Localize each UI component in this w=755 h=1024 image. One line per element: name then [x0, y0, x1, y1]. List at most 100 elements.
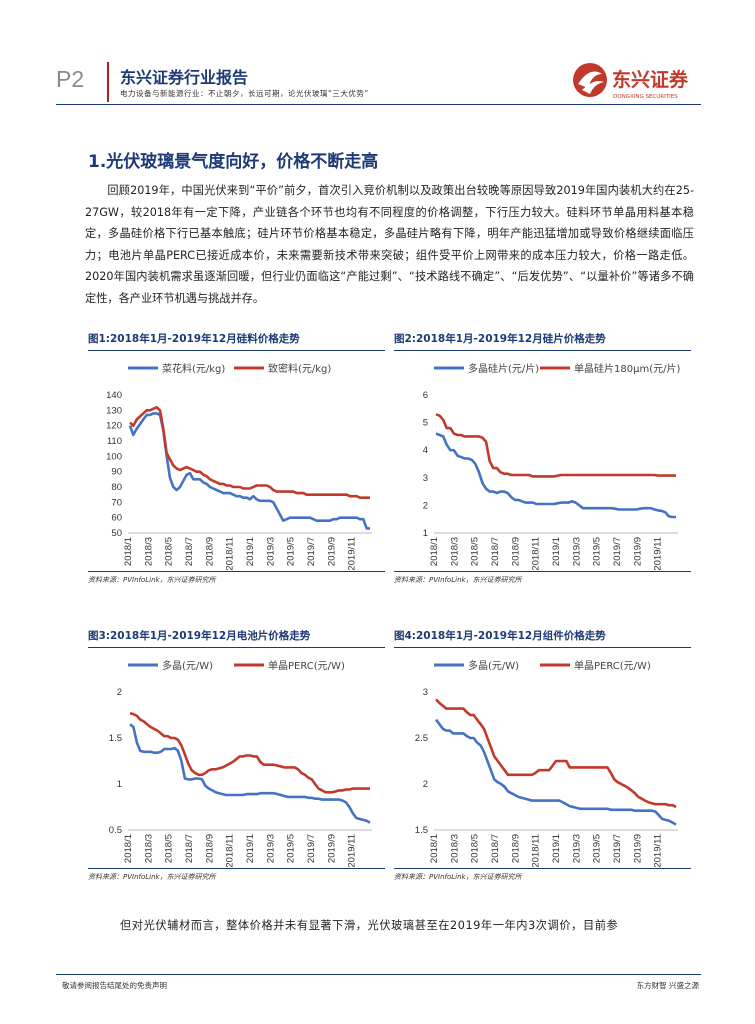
- y-tick-label: 80: [111, 482, 122, 493]
- x-tick-label: 2019/7: [306, 834, 317, 863]
- legend-label: 致密料(元/kg): [268, 362, 331, 375]
- body-paragraph: 回顾2019年，中国光伏来到“平价”前夕，首次引入竞价机制以及政策出台较晚等原因…: [85, 180, 694, 310]
- x-tick-label: 2019/11: [653, 834, 664, 868]
- x-tick-label: 2019/7: [306, 537, 317, 566]
- chart-2: 图2:2018年1月-2019年12月硅片价格走势 多晶硅片(元/片) 单晶硅片1…: [394, 331, 691, 585]
- header-rule: [56, 104, 701, 105]
- chart-4: 图4:2018年1月-2019年12月组件价格走势 多晶(元/W) 单晶PERC(…: [394, 628, 691, 882]
- x-tick-label: 2018/1: [123, 537, 134, 566]
- x-tick-label: 2019/9: [632, 537, 643, 566]
- legend-label: 多晶(元/W): [468, 659, 519, 672]
- y-tick-label: 2.5: [415, 733, 428, 744]
- legend-label: 单晶PERC(元/W): [268, 660, 345, 672]
- x-tick-label: 2019/5: [286, 834, 297, 863]
- x-tick-label: 2018/5: [470, 537, 481, 566]
- chart-legend: 菜花料(元/kg) 致密料(元/kg): [128, 362, 331, 375]
- x-tick-label: 2019/3: [265, 537, 276, 566]
- y-tick-label: 3: [423, 473, 428, 484]
- chart-title-rule: [394, 647, 691, 648]
- chart-title-rule: [88, 647, 385, 648]
- x-tick-label: 2018/7: [184, 537, 195, 566]
- y-tick-label: 70: [111, 497, 122, 508]
- source-rule: [394, 868, 691, 869]
- chart-plot: 多晶(元/W) 单晶PERC(元/W) 0.5 1 1.5 2 2018/1 2018/3 20…: [109, 659, 372, 868]
- x-tick-label: 2019/11: [653, 537, 664, 571]
- x-tick-label: 2019/9: [632, 834, 643, 863]
- chart-title: 图2:2018年1月-2019年12月硅片价格走势: [394, 333, 606, 345]
- y-tick-label: 110: [107, 436, 122, 447]
- footer-disclaimer: 敬请参阅报告结尾处的免责声明: [62, 981, 167, 990]
- x-tick-label: 2018/3: [143, 537, 154, 566]
- x-tick-label: 2018/5: [164, 834, 175, 863]
- x-tick-label: 2018/11: [531, 537, 542, 571]
- x-tick-label: 2018/5: [470, 834, 481, 863]
- x-tick-label: 2018/3: [143, 834, 154, 863]
- x-tick-label: 2019/9: [326, 834, 337, 863]
- y-tick-label: 60: [111, 513, 122, 524]
- x-tick-label: 2019/5: [592, 834, 603, 863]
- chart-plot: 多晶硅片(元/片) 单晶硅片180μm(元/片) 1 2 3 4 5 6 2018/1 2018/…: [423, 362, 681, 571]
- chart-source: 资料来源：PVInfoLink，东兴证券研究所: [88, 873, 216, 881]
- chart-legend: 多晶(元/W) 单晶PERC(元/W): [128, 659, 345, 672]
- source-rule: [394, 571, 691, 572]
- paragraph-text: 回顾2019年，中国光伏来到“平价”前夕，首次引入竞价机制以及政策出台较晚等原因…: [85, 184, 694, 305]
- x-tick-label: 2019/3: [571, 834, 582, 863]
- x-tick-label: 2018/7: [184, 834, 195, 863]
- legend-label: 多晶(元/W): [162, 659, 213, 672]
- y-tick-label: 5: [423, 418, 428, 429]
- series-line: [129, 711, 370, 794]
- y-tick-label: 1: [423, 528, 428, 539]
- y-tick-label: 0.5: [109, 825, 122, 836]
- y-tick-label: 2: [117, 687, 122, 698]
- y-tick-label: 2: [423, 500, 428, 511]
- footer-slogan: 东方财智 兴盛之源: [636, 981, 699, 990]
- chart-title: 图1:2018年1月-2019年12月硅料价格走势: [88, 333, 300, 345]
- legend-label: 菜花料(元/kg): [162, 362, 225, 375]
- chart-legend: 多晶(元/W) 单晶PERC(元/W): [434, 659, 651, 672]
- x-tick-label: 2018/3: [449, 537, 460, 566]
- logo-cn-text: 东兴证券: [612, 68, 689, 91]
- header-divider: [107, 62, 109, 102]
- y-tick-label: 1.5: [415, 825, 428, 836]
- y-tick-label: 130: [106, 405, 122, 416]
- y-tick-label: 90: [111, 467, 122, 478]
- x-tick-label: 2019/7: [612, 537, 623, 566]
- x-tick-label: 2019/1: [551, 834, 562, 863]
- y-tick-label: 1: [117, 779, 122, 790]
- chart-source: 资料来源：PVInfoLink，东兴证券研究所: [394, 873, 522, 881]
- x-tick-label: 2018/9: [204, 537, 215, 566]
- x-tick-label: 2018/7: [490, 537, 501, 566]
- series-line: [129, 723, 371, 824]
- x-tick-label: 2018/3: [449, 834, 460, 863]
- continuation-text: 但对光伏辅材而言，整体价格并未有显著下滑，光伏玻璃甚至在2019年一年内3次调价…: [120, 919, 619, 932]
- x-tick-label: 2019/9: [326, 537, 337, 566]
- logo-en-text: DONGXING SECURITIES: [613, 94, 678, 100]
- footer-rule: [56, 974, 701, 975]
- chart-plot: 多晶(元/W) 单晶PERC(元/W) 1.5 2 2.5 3 2018/1 2018/3 20…: [415, 659, 678, 868]
- y-tick-label: 3: [423, 687, 428, 698]
- x-tick-label: 2018/11: [225, 537, 236, 571]
- y-tick-label: 4: [423, 445, 428, 456]
- company-logo-icon: 东兴证券 DONGXING SECURITIES: [573, 63, 689, 100]
- legend-label: 单晶硅片180μm(元/片): [574, 362, 680, 375]
- x-tick-label: 2019/1: [551, 537, 562, 566]
- y-tick-label: 120: [106, 421, 122, 432]
- series-line: [129, 405, 370, 499]
- x-tick-label: 2019/3: [571, 537, 582, 566]
- chart-title-rule: [394, 350, 691, 351]
- x-tick-label: 2019/1: [245, 834, 256, 863]
- chart-3: 图3:2018年1月-2019年12月电池片价格走势 多晶(元/W) 单晶PERC…: [88, 628, 385, 882]
- x-tick-label: 2019/3: [265, 834, 276, 863]
- x-tick-label: 2019/11: [347, 834, 358, 868]
- company-logo: 东兴证券 DONGXING SECURITIES: [570, 60, 710, 104]
- chart-title-rule: [88, 350, 385, 351]
- x-tick-label: 2018/1: [429, 537, 440, 566]
- legend-label: 单晶PERC(元/W): [574, 660, 651, 672]
- report-subtitle: 电力设备与新能源行业：不止朝夕，长远可期，论光伏玻璃“三大优势”: [120, 89, 369, 98]
- section-title: 1.光伏玻璃景气度向好，价格不断走高: [88, 152, 379, 172]
- x-tick-label: 2018/1: [123, 834, 134, 863]
- x-tick-label: 2019/1: [245, 537, 256, 566]
- x-tick-label: 2019/11: [347, 537, 358, 571]
- x-tick-label: 2018/11: [531, 834, 542, 868]
- page-number: P2: [56, 66, 85, 92]
